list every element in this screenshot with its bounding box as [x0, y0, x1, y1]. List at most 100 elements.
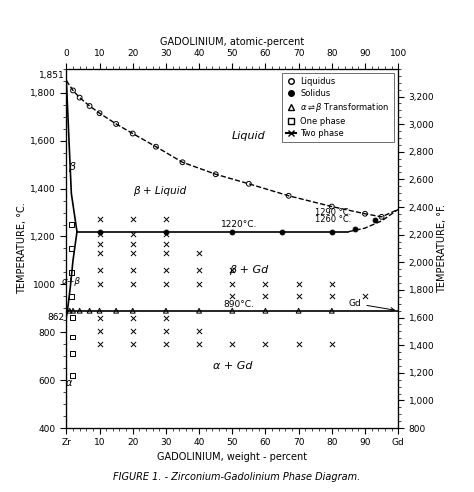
Point: [195, 280, 203, 288]
Point: [228, 266, 236, 274]
Point: [129, 215, 137, 222]
Text: Gd: Gd: [349, 299, 394, 311]
Point: [295, 280, 302, 288]
Point: [112, 120, 120, 128]
Text: β: β: [68, 162, 75, 172]
Point: [228, 292, 236, 300]
Point: [67, 269, 75, 277]
Point: [162, 230, 170, 238]
Point: [76, 307, 83, 315]
Point: [328, 280, 336, 288]
Point: [129, 327, 137, 335]
Point: [328, 203, 336, 211]
Point: [378, 213, 385, 221]
Point: [129, 249, 137, 257]
Text: 890°C.: 890°C.: [223, 300, 255, 309]
Point: [262, 340, 269, 348]
Point: [278, 228, 286, 236]
Point: [96, 327, 103, 335]
Point: [162, 307, 170, 315]
Point: [195, 249, 203, 257]
Point: [86, 307, 93, 315]
Point: [129, 230, 137, 238]
Point: [129, 129, 137, 137]
Point: [285, 192, 292, 200]
Text: α: α: [66, 377, 72, 388]
Text: 1260 °C.: 1260 °C.: [315, 215, 352, 224]
Point: [96, 230, 103, 238]
Point: [361, 292, 369, 300]
Text: α+β: α+β: [62, 277, 81, 286]
Text: Liquid: Liquid: [232, 131, 266, 141]
Point: [96, 228, 103, 236]
Point: [162, 340, 170, 348]
Text: 1,851: 1,851: [39, 71, 64, 80]
Point: [245, 180, 253, 188]
Point: [328, 340, 336, 348]
Point: [76, 93, 83, 101]
Point: [262, 280, 269, 288]
Point: [67, 220, 75, 228]
Point: [162, 240, 170, 247]
Point: [96, 240, 103, 247]
Point: [162, 215, 170, 222]
Point: [179, 158, 186, 166]
X-axis label: GADOLINIUM, atomic-percent: GADOLINIUM, atomic-percent: [160, 37, 304, 47]
Point: [195, 307, 203, 315]
Text: β + Liquid: β + Liquid: [133, 186, 186, 196]
Text: α + Gd: α + Gd: [212, 361, 252, 371]
Point: [152, 143, 160, 151]
Point: [129, 307, 137, 315]
Point: [69, 350, 76, 358]
Point: [96, 215, 103, 222]
Point: [295, 292, 302, 300]
Y-axis label: TEMPERATURE, °F.: TEMPERATURE, °F.: [437, 204, 447, 293]
Point: [67, 292, 75, 300]
Point: [112, 307, 120, 315]
Point: [129, 314, 137, 322]
Point: [96, 266, 103, 274]
Legend: Liquidus, Solidus, $\alpha \rightleftharpoons \beta$ Transformation, One phase, : Liquidus, Solidus, $\alpha \rightlefthar…: [282, 73, 394, 142]
Point: [228, 280, 236, 288]
Point: [96, 280, 103, 288]
Point: [96, 307, 103, 315]
Point: [228, 307, 236, 315]
Point: [162, 228, 170, 236]
Text: FIGURE 1. - Zirconium-Gadolinium Phase Diagram.: FIGURE 1. - Zirconium-Gadolinium Phase D…: [113, 472, 361, 482]
Point: [195, 327, 203, 335]
Point: [69, 307, 77, 315]
Text: β + Gd: β + Gd: [229, 265, 268, 275]
X-axis label: GADOLINIUM, weight - percent: GADOLINIUM, weight - percent: [157, 452, 307, 461]
Point: [162, 266, 170, 274]
Point: [69, 371, 76, 379]
Point: [129, 266, 137, 274]
Point: [328, 292, 336, 300]
Point: [96, 249, 103, 257]
Point: [351, 225, 359, 233]
Point: [328, 307, 336, 315]
Text: 1220°C.: 1220°C.: [221, 220, 257, 229]
Point: [129, 280, 137, 288]
Point: [228, 228, 236, 236]
Point: [96, 109, 103, 117]
Point: [96, 314, 103, 322]
Point: [262, 307, 269, 315]
Point: [195, 266, 203, 274]
Point: [129, 340, 137, 348]
Point: [228, 340, 236, 348]
Point: [371, 216, 379, 224]
Point: [69, 87, 77, 94]
Point: [162, 280, 170, 288]
Point: [67, 245, 75, 252]
Y-axis label: TEMPERATURE, °C.: TEMPERATURE, °C.: [18, 203, 27, 294]
Point: [69, 314, 76, 322]
Point: [295, 307, 302, 315]
Point: [262, 292, 269, 300]
Point: [295, 340, 302, 348]
Point: [66, 307, 73, 315]
Point: [162, 327, 170, 335]
Point: [162, 314, 170, 322]
Point: [212, 170, 219, 178]
Point: [162, 249, 170, 257]
Point: [96, 340, 103, 348]
